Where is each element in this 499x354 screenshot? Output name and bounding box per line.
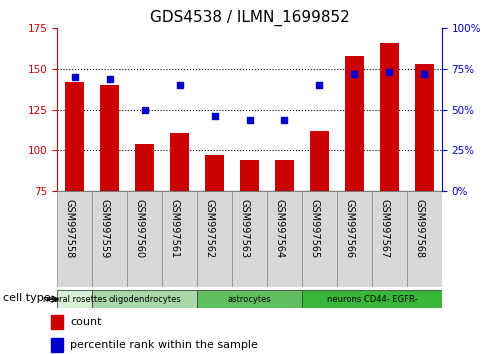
- Bar: [92, 191, 127, 287]
- Text: GSM997558: GSM997558: [65, 199, 75, 258]
- Bar: [65, 82, 84, 191]
- Bar: [135, 144, 154, 191]
- Bar: [310, 131, 329, 191]
- Text: GSM997564: GSM997564: [274, 199, 284, 258]
- Text: GSM997562: GSM997562: [205, 199, 215, 258]
- Point: [176, 82, 184, 88]
- Bar: [407, 191, 442, 287]
- Point: [211, 113, 219, 119]
- Bar: [162, 191, 197, 287]
- Text: percentile rank within the sample: percentile rank within the sample: [70, 340, 258, 350]
- Bar: [415, 64, 434, 191]
- Bar: [170, 132, 189, 191]
- Text: neural rosettes: neural rosettes: [43, 295, 107, 304]
- Text: GSM997561: GSM997561: [170, 199, 180, 258]
- Text: cell type: cell type: [3, 293, 51, 303]
- Point: [280, 117, 288, 122]
- Bar: [51, 338, 63, 352]
- Bar: [240, 160, 259, 191]
- Point: [246, 117, 253, 122]
- Text: count: count: [70, 317, 102, 327]
- Text: GSM997565: GSM997565: [309, 199, 319, 258]
- Bar: [380, 43, 399, 191]
- Point: [71, 74, 79, 80]
- Text: GSM997560: GSM997560: [135, 199, 145, 258]
- Point: [420, 71, 428, 77]
- Bar: [197, 290, 302, 308]
- Bar: [372, 191, 407, 287]
- Bar: [127, 191, 162, 287]
- Bar: [205, 155, 224, 191]
- Bar: [100, 85, 119, 191]
- Bar: [92, 290, 197, 308]
- Bar: [57, 290, 92, 308]
- Text: GSM997563: GSM997563: [240, 199, 250, 258]
- Bar: [267, 191, 302, 287]
- Bar: [337, 191, 372, 287]
- Text: oligodendrocytes: oligodendrocytes: [108, 295, 181, 304]
- Text: GSM997568: GSM997568: [414, 199, 424, 258]
- Text: GSM997567: GSM997567: [379, 199, 389, 258]
- Bar: [275, 160, 294, 191]
- Bar: [302, 191, 337, 287]
- Text: neurons CD44- EGFR-: neurons CD44- EGFR-: [326, 295, 417, 304]
- Text: GSM997566: GSM997566: [344, 199, 354, 258]
- Title: GDS4538 / ILMN_1699852: GDS4538 / ILMN_1699852: [150, 9, 349, 25]
- Point: [106, 76, 114, 82]
- Bar: [51, 315, 63, 329]
- Point: [141, 107, 149, 113]
- Point: [315, 82, 323, 88]
- Point: [385, 69, 393, 75]
- Text: GSM997559: GSM997559: [100, 199, 110, 258]
- Point: [350, 71, 358, 77]
- Bar: [232, 191, 267, 287]
- Text: astrocytes: astrocytes: [228, 295, 271, 304]
- Bar: [345, 56, 364, 191]
- Bar: [57, 191, 92, 287]
- Bar: [302, 290, 442, 308]
- Bar: [197, 191, 232, 287]
